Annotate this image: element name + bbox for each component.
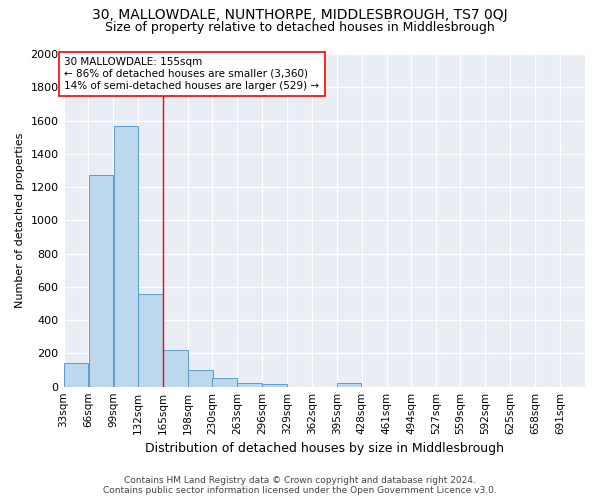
Bar xyxy=(212,378,237,386)
Bar xyxy=(113,126,138,386)
Bar xyxy=(262,384,287,386)
Bar xyxy=(64,364,88,386)
Y-axis label: Number of detached properties: Number of detached properties xyxy=(15,132,25,308)
Bar xyxy=(337,384,361,386)
Bar xyxy=(139,294,163,386)
Bar xyxy=(237,382,262,386)
Text: 30 MALLOWDALE: 155sqm
← 86% of detached houses are smaller (3,360)
14% of semi-d: 30 MALLOWDALE: 155sqm ← 86% of detached … xyxy=(64,58,319,90)
X-axis label: Distribution of detached houses by size in Middlesbrough: Distribution of detached houses by size … xyxy=(145,442,504,455)
Bar xyxy=(89,176,113,386)
Bar xyxy=(163,350,188,387)
Text: 30, MALLOWDALE, NUNTHORPE, MIDDLESBROUGH, TS7 0QJ: 30, MALLOWDALE, NUNTHORPE, MIDDLESBROUGH… xyxy=(92,8,508,22)
Text: Contains HM Land Registry data © Crown copyright and database right 2024.
Contai: Contains HM Land Registry data © Crown c… xyxy=(103,476,497,495)
Text: Size of property relative to detached houses in Middlesbrough: Size of property relative to detached ho… xyxy=(105,21,495,34)
Bar xyxy=(188,370,213,386)
